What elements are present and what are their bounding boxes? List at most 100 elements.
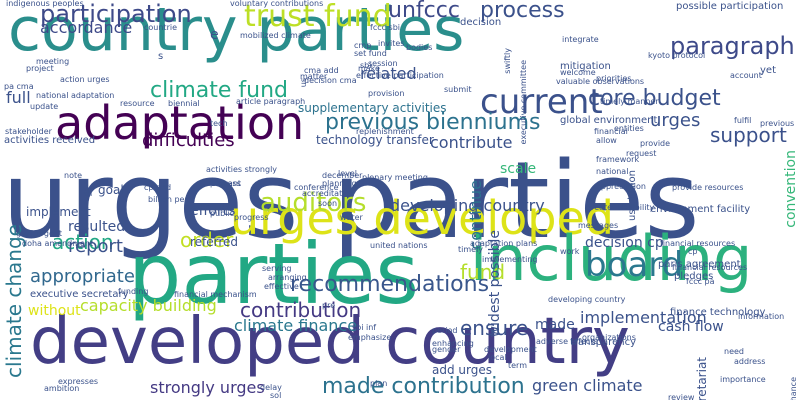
word: unfccc — [388, 0, 460, 23]
word: request — [626, 149, 657, 158]
word: implementing — [482, 255, 538, 264]
word: fund — [460, 260, 506, 284]
word: review — [668, 393, 695, 400]
word: submit — [444, 85, 472, 94]
word: difficulties — [142, 130, 235, 151]
word: sol — [270, 391, 282, 400]
word: funding — [118, 287, 149, 296]
word: financial — [594, 127, 628, 136]
word: integrate — [562, 35, 599, 44]
word: current — [480, 82, 603, 122]
word: provide resources — [672, 183, 744, 192]
word: address — [734, 357, 766, 366]
word: financial mechanism — [174, 290, 257, 299]
word: priorities — [596, 74, 632, 83]
word: level — [338, 169, 358, 178]
word: ensure — [460, 316, 529, 340]
word: ambition — [44, 384, 80, 393]
word: progress — [234, 213, 269, 222]
word: related — [360, 64, 417, 83]
word: water — [340, 213, 363, 222]
word: biennial — [168, 99, 200, 108]
word: us — [299, 78, 308, 88]
word: fccc sbi — [370, 23, 401, 32]
word: action — [52, 230, 114, 254]
word: timely manner — [600, 97, 659, 106]
word: matter — [300, 72, 328, 81]
word: planning — [322, 179, 357, 188]
word: appropriate — [30, 266, 135, 287]
word: information — [738, 312, 785, 321]
word: sbi — [360, 61, 372, 70]
word: plan — [370, 379, 388, 388]
word: scale — [500, 161, 537, 177]
word: enhancing — [432, 339, 474, 348]
word: need — [724, 347, 744, 356]
word: finance technology — [670, 307, 766, 318]
word: mobilized climate — [240, 31, 311, 40]
word: cma add — [304, 66, 339, 75]
word: country parties — [8, 0, 465, 65]
word: supplementary activities — [298, 101, 447, 115]
word: doha amendment — [22, 239, 94, 248]
word: convention — [783, 150, 799, 228]
word: bodies — [406, 43, 433, 52]
word: cp — [688, 247, 698, 256]
word: decision cp — [585, 235, 664, 251]
word: effective participation — [356, 71, 444, 80]
word: local — [488, 353, 507, 362]
word: add urges — [432, 363, 492, 377]
word: work — [560, 247, 580, 256]
word: provision — [368, 89, 405, 98]
word: green climate — [532, 376, 643, 395]
word: billion per — [148, 195, 188, 204]
word: set fund — [354, 49, 387, 58]
word: financial resources — [672, 263, 748, 272]
word: participation — [40, 0, 192, 28]
word: pre — [322, 301, 336, 310]
word: climate change — [2, 224, 26, 378]
word: usd billion — [627, 170, 638, 221]
word: developing country — [548, 295, 626, 304]
word: countrie — [144, 23, 178, 32]
word: adaptation plans — [470, 239, 538, 248]
word: made contribution — [322, 374, 525, 399]
word: replenishment — [356, 127, 414, 136]
word: provide — [640, 139, 671, 148]
word: contribute — [430, 133, 513, 152]
word: timely — [458, 245, 484, 254]
word: appreciation — [596, 182, 646, 191]
word: cp add — [144, 183, 172, 192]
word: capacity building — [80, 296, 217, 315]
word: activities received — [4, 135, 96, 146]
word: conference — [294, 183, 339, 192]
word: decision cma — [304, 76, 357, 85]
word: goal urgent — [16, 229, 63, 238]
word: activities strongly — [206, 165, 278, 174]
word: indigenous peoples — [6, 0, 84, 8]
word: fccc pa — [686, 277, 715, 286]
word: enhance — [789, 377, 798, 400]
word: organizations — [582, 333, 636, 342]
word: executive secretary — [30, 289, 129, 300]
word: paris agreement — [658, 259, 741, 270]
word: period — [432, 326, 458, 335]
word: gender — [432, 345, 461, 354]
word: emphasize — [348, 333, 392, 342]
word: term — [508, 361, 527, 370]
word: yet — [760, 65, 776, 76]
word: developed country — [30, 305, 630, 379]
word: messages — [578, 221, 619, 230]
word: relevant — [208, 179, 242, 188]
word: voluntary contributions — [230, 0, 324, 8]
word: transparency — [570, 337, 636, 348]
word: auditors — [260, 188, 367, 218]
word: contribution — [240, 298, 362, 322]
word: decision — [460, 17, 502, 28]
word: allow — [596, 136, 617, 145]
word: secretariat — [695, 357, 709, 400]
word: welcome — [560, 68, 596, 77]
word: adaptation — [55, 96, 305, 150]
word: efforts — [190, 203, 236, 219]
